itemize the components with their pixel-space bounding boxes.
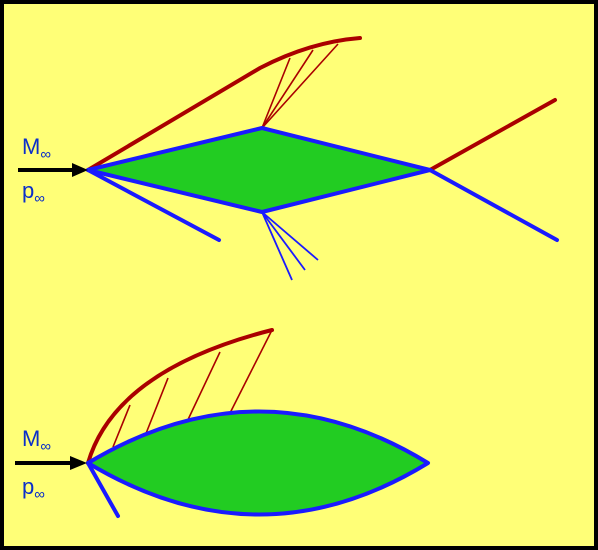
expansion-ray — [261, 211, 293, 281]
expansion-ray — [184, 351, 221, 427]
flow-arrow-head — [72, 163, 88, 177]
freestream-mach-label: M∞ — [22, 426, 51, 455]
expansion-ray — [261, 211, 319, 261]
expansion-ray — [144, 377, 169, 437]
expansion-ray — [261, 43, 339, 129]
expansion-ray — [112, 404, 131, 448]
lower-leading-shock — [86, 461, 120, 518]
diamond-airfoil-panel: M∞ p∞ — [18, 36, 559, 281]
expansion-ray — [225, 329, 273, 422]
expansion-ray — [261, 57, 291, 129]
upper-curved-shock — [86, 328, 274, 465]
freestream-pressure-label: p∞ — [22, 474, 45, 503]
lower-expansion-fan — [261, 211, 319, 281]
expansion-ray — [261, 49, 314, 129]
upper-expansion-fan — [261, 43, 339, 129]
biconvex-body — [86, 409, 430, 517]
freestream-mach-label: M∞ — [22, 134, 51, 163]
lower-leading-shock — [86, 168, 221, 242]
expansion-ray — [261, 211, 306, 271]
diamond-body — [86, 126, 432, 214]
upper-leading-shock — [86, 36, 362, 172]
upper-expansion-waves — [112, 329, 273, 448]
trailing-shock-upper — [428, 98, 557, 172]
freestream-pressure-label: p∞ — [22, 178, 45, 207]
biconvex-airfoil-panel: M∞ p∞ — [15, 328, 430, 518]
trailing-shock-lower — [428, 168, 559, 242]
flow-arrow-head — [70, 456, 87, 470]
